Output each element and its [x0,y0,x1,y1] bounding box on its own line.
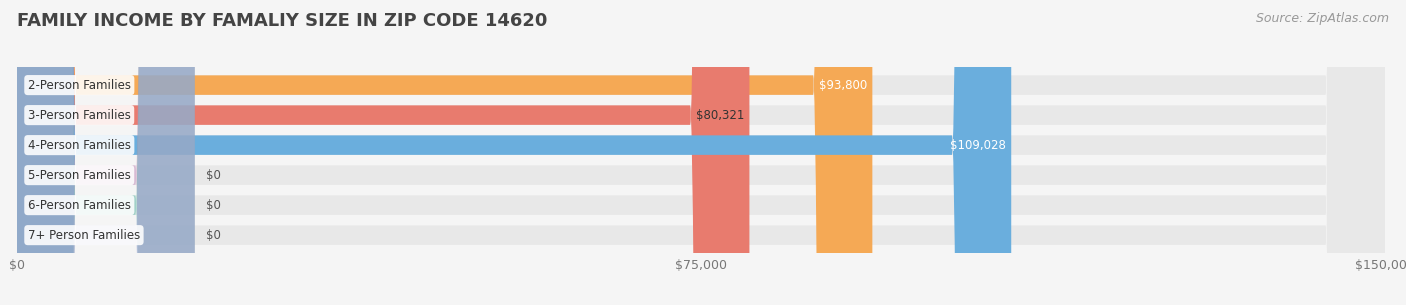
FancyBboxPatch shape [17,0,194,305]
Text: $93,800: $93,800 [818,79,868,92]
FancyBboxPatch shape [17,0,872,305]
FancyBboxPatch shape [17,0,1385,305]
FancyBboxPatch shape [17,0,1385,305]
Text: Source: ZipAtlas.com: Source: ZipAtlas.com [1256,12,1389,25]
Text: $0: $0 [205,229,221,242]
Text: 6-Person Families: 6-Person Families [28,199,131,212]
Text: $109,028: $109,028 [950,138,1005,152]
Text: FAMILY INCOME BY FAMALIY SIZE IN ZIP CODE 14620: FAMILY INCOME BY FAMALIY SIZE IN ZIP COD… [17,12,547,30]
FancyBboxPatch shape [17,0,1385,305]
FancyBboxPatch shape [17,0,1011,305]
Text: 4-Person Families: 4-Person Families [28,138,131,152]
Text: $0: $0 [205,169,221,182]
Text: $0: $0 [205,199,221,212]
Text: 3-Person Families: 3-Person Families [28,109,131,122]
FancyBboxPatch shape [17,0,1385,305]
FancyBboxPatch shape [17,0,194,305]
FancyBboxPatch shape [17,0,749,305]
FancyBboxPatch shape [17,0,1385,305]
Text: 5-Person Families: 5-Person Families [28,169,131,182]
FancyBboxPatch shape [17,0,1385,305]
Text: $80,321: $80,321 [696,109,744,122]
Text: 7+ Person Families: 7+ Person Families [28,229,141,242]
Text: 2-Person Families: 2-Person Families [28,79,131,92]
FancyBboxPatch shape [17,0,194,305]
